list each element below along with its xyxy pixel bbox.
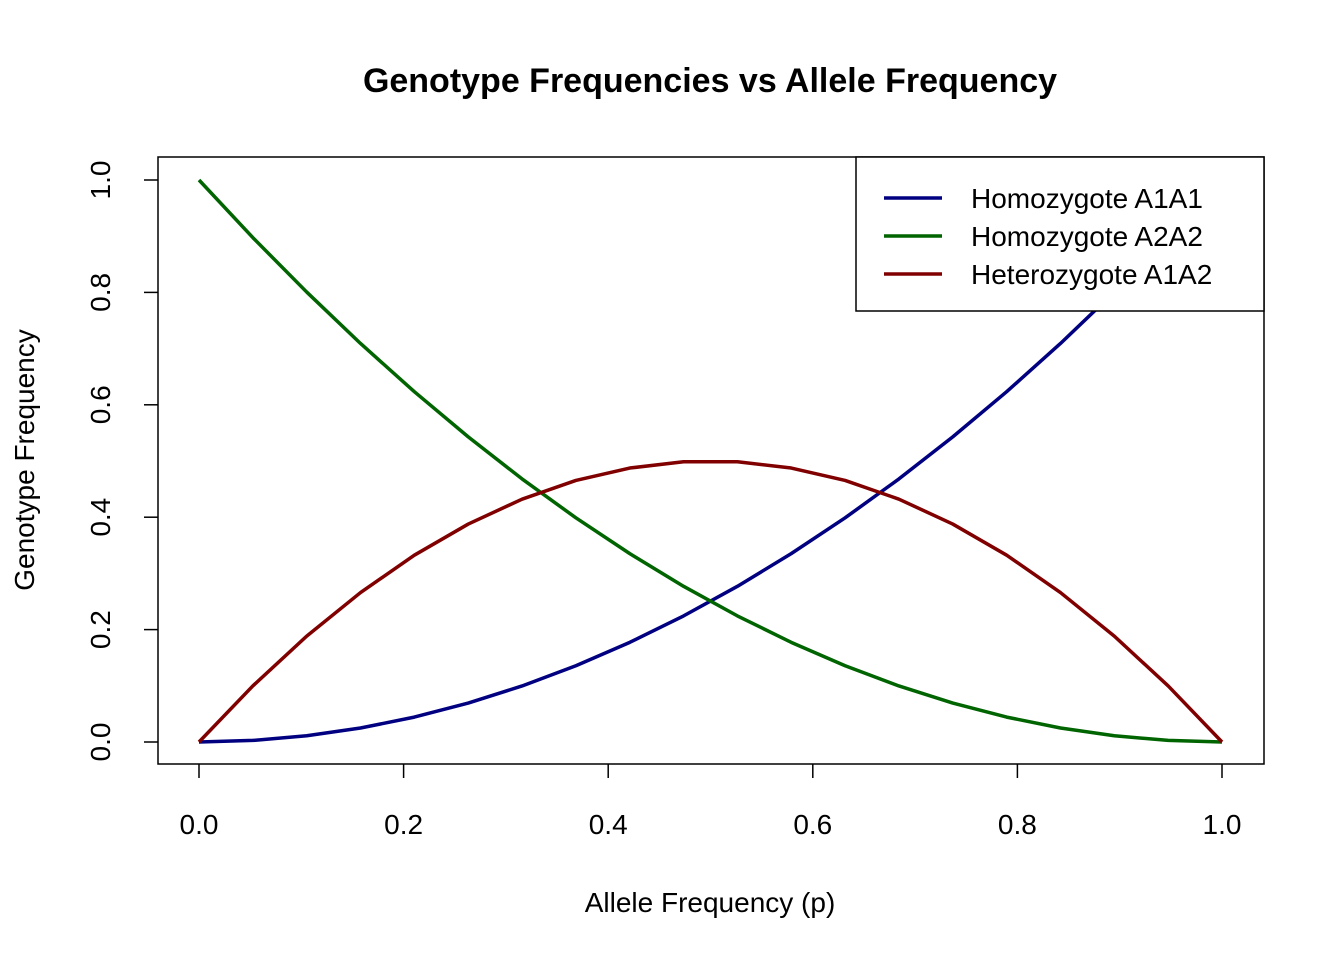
y-tick-label: 0.6 bbox=[85, 385, 116, 424]
chart-title: Genotype Frequencies vs Allele Frequency bbox=[363, 62, 1057, 100]
legend-label-heterozygote-a1a2: Heterozygote A1A2 bbox=[971, 259, 1212, 290]
legend-label-homozygote-a2a2: Homozygote A2A2 bbox=[971, 221, 1203, 252]
legend-box bbox=[855, 156, 1265, 312]
y-tick-label: 0.2 bbox=[85, 610, 116, 649]
legend: Homozygote A1A1 Homozygote A2A2 Heterozygo… bbox=[855, 156, 1265, 312]
y-tick-label: 0.0 bbox=[85, 723, 116, 762]
x-tick-label: 0.8 bbox=[998, 809, 1037, 840]
x-axis: 0.0 0.2 0.4 0.6 0.8 1.0 bbox=[180, 764, 1242, 840]
series-line-homozygote-a2a2 bbox=[197, 178, 1223, 744]
x-tick-label: 0.4 bbox=[589, 809, 628, 840]
series-lines bbox=[197, 178, 1224, 744]
y-tick-label: 0.4 bbox=[85, 498, 116, 537]
y-axis: 0.0 0.2 0.4 0.6 0.8 1.0 bbox=[85, 161, 158, 762]
x-tick-label: 0.0 bbox=[180, 809, 219, 840]
x-tick-label: 0.6 bbox=[793, 809, 832, 840]
x-tick-label: 1.0 bbox=[1203, 809, 1242, 840]
plot-frame bbox=[157, 156, 1265, 765]
y-axis-label: Genotype Frequency bbox=[9, 329, 40, 591]
y-tick-label: 1.0 bbox=[85, 161, 116, 200]
series-line-heterozygote-a1a2 bbox=[197, 460, 1224, 744]
y-tick-label: 0.8 bbox=[85, 273, 116, 312]
x-tick-label: 0.2 bbox=[384, 809, 423, 840]
x-axis-label: Allele Frequency (p) bbox=[585, 887, 836, 918]
legend-label-homozygote-a1a1: Homozygote A1A1 bbox=[971, 183, 1203, 214]
